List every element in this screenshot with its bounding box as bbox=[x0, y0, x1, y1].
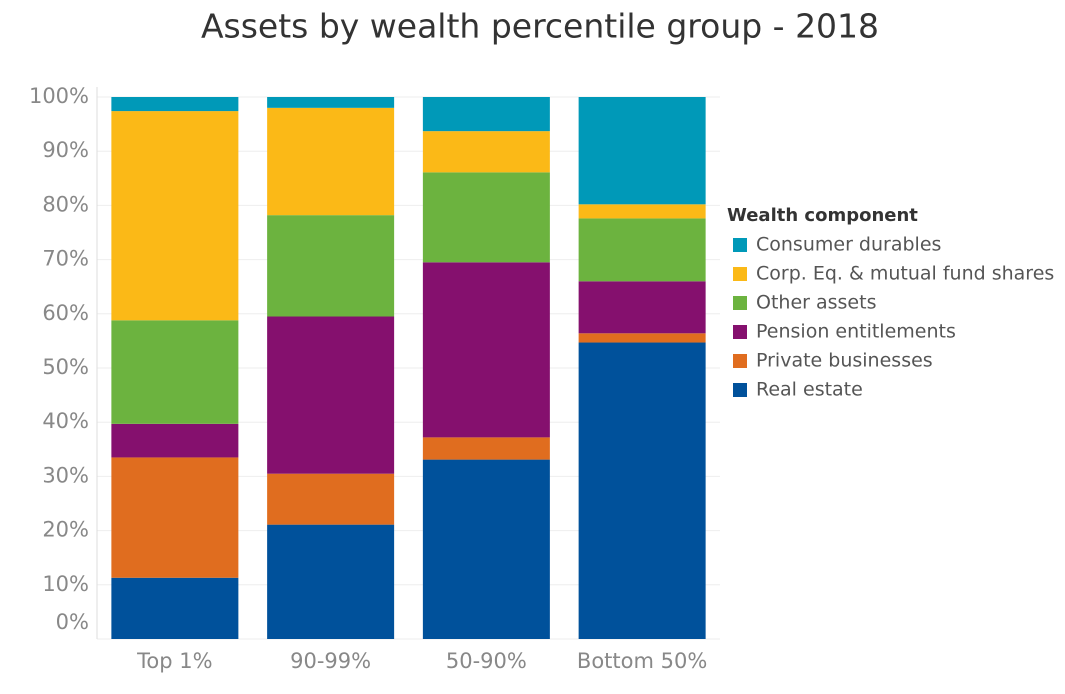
bar-segment bbox=[422, 131, 550, 173]
x-tick-label: 90-99% bbox=[290, 649, 371, 673]
y-tick-label: 70% bbox=[42, 247, 89, 271]
bar-segment bbox=[111, 111, 239, 321]
bar-segment bbox=[267, 97, 395, 108]
legend-label: Other assets bbox=[756, 292, 876, 314]
y-tick-label: 80% bbox=[42, 192, 89, 216]
legend-label: Consumer durables bbox=[756, 234, 941, 256]
y-tick-label: 10% bbox=[42, 572, 89, 596]
bar-segment bbox=[267, 473, 395, 525]
legend-label: Private businesses bbox=[756, 350, 933, 372]
bar-segment bbox=[267, 107, 395, 216]
bar-segment bbox=[578, 97, 706, 205]
legend-swatch bbox=[733, 383, 747, 397]
legend-swatch bbox=[733, 296, 747, 310]
y-tick-label: 0% bbox=[56, 610, 89, 634]
bar-segment bbox=[578, 342, 706, 639]
bar-segment bbox=[422, 172, 550, 263]
legend-swatch bbox=[733, 325, 747, 339]
bar-segment bbox=[578, 204, 706, 219]
legend-label: Corp. Eq. & mutual fund shares bbox=[756, 263, 1054, 285]
bar-segment bbox=[267, 524, 395, 639]
y-tick-label: 30% bbox=[42, 463, 89, 487]
x-tick-label: 50-90% bbox=[446, 649, 527, 673]
y-tick-label: 100% bbox=[29, 84, 89, 108]
bar-segment bbox=[422, 262, 550, 438]
bar-segment bbox=[267, 215, 395, 317]
legend-label: Real estate bbox=[756, 379, 863, 401]
bar-segment bbox=[111, 97, 239, 112]
y-tick-label: 90% bbox=[42, 138, 89, 162]
bar-segment bbox=[111, 320, 239, 424]
bar-segment bbox=[422, 459, 550, 639]
bar-segment bbox=[111, 577, 239, 639]
bar-segment bbox=[578, 218, 706, 282]
bar-segment bbox=[111, 423, 239, 458]
legend-title: Wealth component bbox=[727, 205, 918, 226]
legend-swatch bbox=[733, 238, 747, 252]
x-tick-label: Top 1% bbox=[136, 649, 212, 673]
legend-label: Pension entitlements bbox=[756, 321, 956, 343]
y-tick-label: 60% bbox=[42, 301, 89, 325]
x-tick-label: Bottom 50% bbox=[577, 649, 707, 673]
bar-segment bbox=[422, 97, 550, 132]
y-tick-label: 50% bbox=[42, 355, 89, 379]
bar-segment bbox=[267, 316, 395, 474]
bar-segment bbox=[111, 457, 239, 578]
legend-swatch bbox=[733, 267, 747, 281]
chart-title: Assets by wealth percentile group - 2018 bbox=[201, 7, 879, 46]
y-tick-label: 40% bbox=[42, 409, 89, 433]
bar-segment bbox=[578, 281, 706, 334]
legend-swatch bbox=[733, 354, 747, 368]
bar-segment bbox=[578, 333, 706, 343]
y-tick-label: 20% bbox=[42, 518, 89, 542]
bar-segment bbox=[422, 437, 550, 460]
